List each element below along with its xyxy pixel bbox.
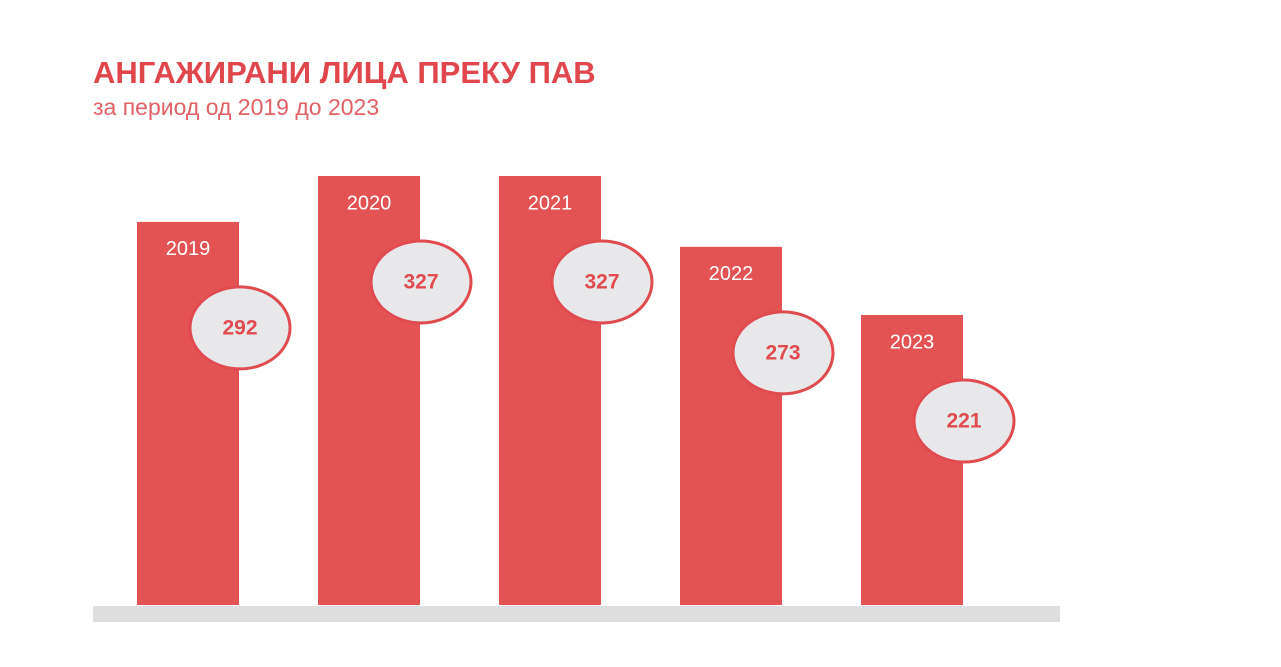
chart-subtitle: за период од 2019 до 2023: [93, 94, 379, 120]
value-label: 273: [765, 341, 800, 364]
bar: [680, 246, 782, 605]
category-label: 2023: [890, 331, 935, 353]
value-label: 221: [946, 410, 981, 433]
value-badge: [369, 239, 473, 325]
category-label: 2019: [166, 238, 211, 260]
value-badge: [731, 310, 835, 396]
baseline: [93, 606, 1060, 622]
value-label: 327: [584, 271, 619, 294]
value-badge: [188, 285, 292, 371]
bar: [137, 221, 239, 605]
bar: [499, 175, 601, 605]
chart-title: АНГАЖИРАНИ ЛИЦА ПРЕКУ ПАВ: [93, 55, 596, 90]
bar: [318, 175, 420, 605]
category-label: 2022: [709, 263, 754, 285]
value-label: 292: [222, 316, 257, 339]
value-label: 327: [403, 271, 438, 294]
value-badge: [912, 378, 1016, 464]
value-badge: [550, 239, 654, 325]
category-label: 2020: [347, 192, 392, 214]
category-label: 2021: [528, 192, 573, 214]
